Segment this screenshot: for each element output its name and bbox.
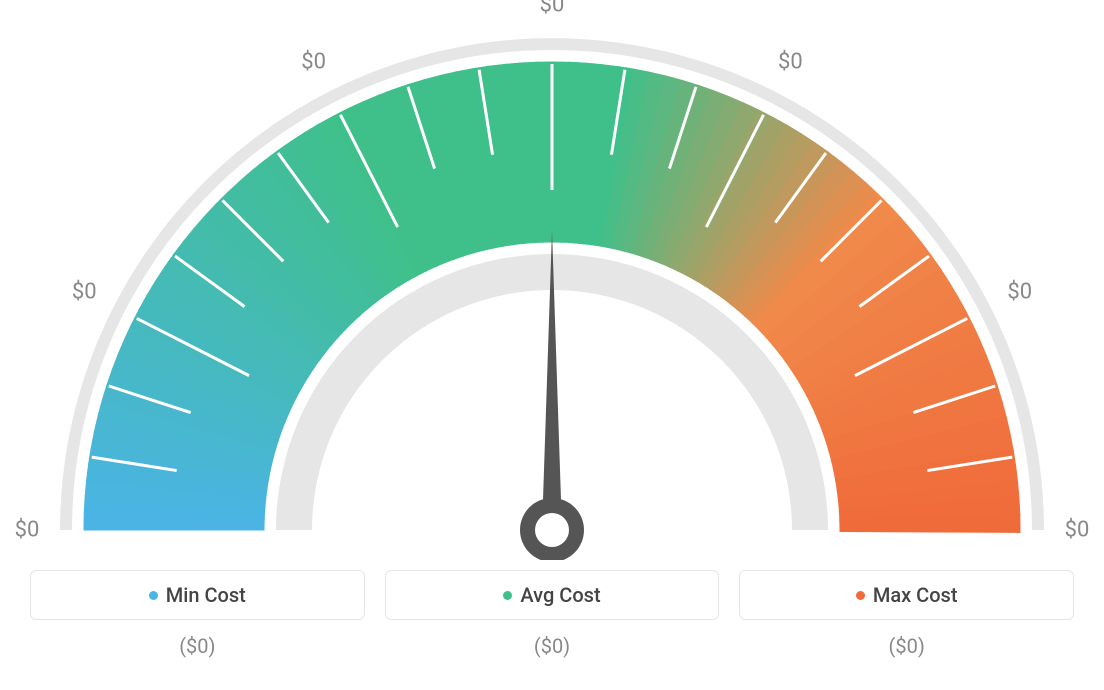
legend-dot-max [856, 591, 865, 600]
legend-col-max: Max Cost ($0) [739, 570, 1074, 690]
gauge-svg [0, 0, 1104, 560]
legend-label-avg: Avg Cost [520, 583, 600, 607]
gauge-area: $0 $0 $0 $0 $0 $0 $0 [0, 0, 1104, 560]
legend-box-min: Min Cost [30, 570, 365, 620]
legend-label-min: Min Cost [166, 583, 246, 607]
gauge-tick-label: $0 [301, 50, 326, 75]
cost-gauge-chart: $0 $0 $0 $0 $0 $0 $0 Min Cost ($0) Avg Cost ($… [0, 0, 1104, 690]
legend-value-avg: ($0) [385, 634, 720, 658]
legend-col-avg: Avg Cost ($0) [385, 570, 720, 690]
legend-box-avg: Avg Cost [385, 570, 720, 620]
gauge-tick-label: $0 [540, 0, 565, 18]
legend-col-min: Min Cost ($0) [30, 570, 365, 690]
legend-label-max: Max Cost [873, 583, 958, 607]
legend-box-max: Max Cost [739, 570, 1074, 620]
gauge-tick-label: $0 [778, 50, 803, 75]
gauge-tick-label: $0 [72, 279, 97, 304]
legend-value-min: ($0) [30, 634, 365, 658]
legend-dot-min [149, 591, 158, 600]
gauge-tick-label: $0 [1065, 518, 1090, 543]
legend-value-max: ($0) [739, 634, 1074, 658]
legend-row: Min Cost ($0) Avg Cost ($0) Max Cost ($0… [0, 570, 1104, 690]
legend-dot-avg [503, 591, 512, 600]
gauge-tick-label: $0 [1007, 279, 1032, 304]
gauge-tick-label: $0 [15, 518, 40, 543]
